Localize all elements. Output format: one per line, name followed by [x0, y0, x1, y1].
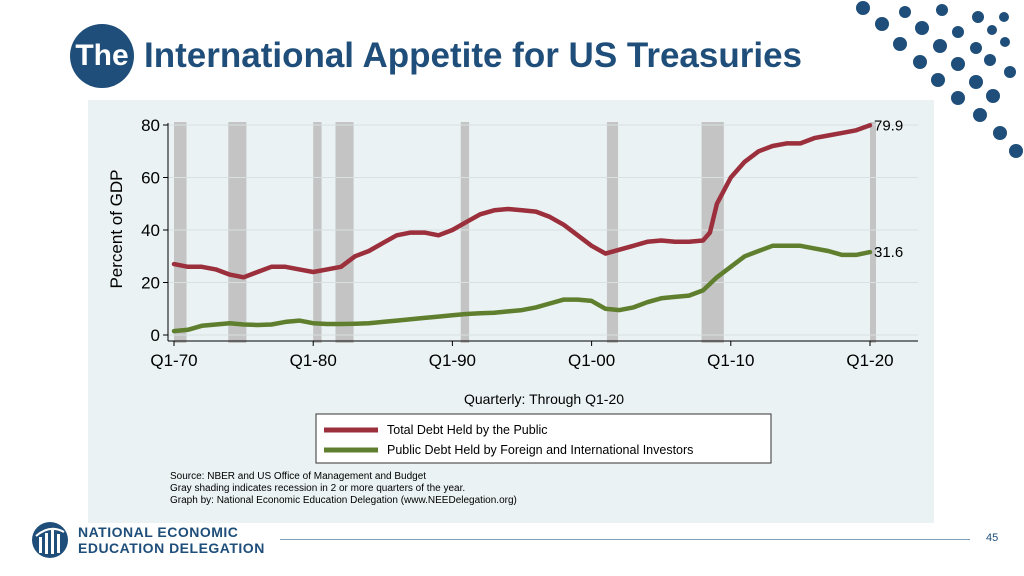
y-ticks: 0 20 40 60 80	[141, 116, 168, 345]
debt-chart: 0 20 40 60 80 Q1-70 Q1-80 Q1-90 Q1-00 Q1-10 Q1-20…	[107, 116, 918, 506]
globe-icon	[32, 522, 68, 558]
legend-label-foreign: Public Debt Held by Foreign and Internat…	[387, 443, 693, 457]
chart-panel: 0 20 40 60 80 Q1-70 Q1-80 Q1-90 Q1-00 Q1-10 Q1-20…	[88, 100, 934, 523]
y-axis-label: Percent of GDP	[107, 169, 126, 288]
note-shading: Gray shading indicates recession in 2 or…	[170, 483, 465, 494]
footer-logo: NATIONAL ECONOMIC EDUCATION DELEGATION	[30, 520, 265, 560]
x-tick-label-1970: Q1-70	[150, 351, 197, 370]
x-tick-label-1990: Q1-90	[429, 351, 476, 370]
series-line-1	[171, 243, 873, 334]
x-axis-label: Quarterly: Through Q1-20	[464, 391, 624, 407]
footer-divider	[280, 539, 970, 540]
title-text: International Appetite for US Treasuries	[144, 36, 803, 75]
series-end-label-0: 79.9	[874, 117, 903, 134]
y-tick-label-80: 80	[141, 116, 160, 135]
series-lines	[171, 123, 873, 334]
series-line-0	[171, 123, 873, 280]
note-graph-by: Graph by: National Economic Education De…	[170, 495, 517, 506]
y-tick-label-40: 40	[141, 221, 160, 240]
y-tick-label-20: 20	[141, 274, 160, 293]
x-tick-label-2010: Q1-10	[707, 351, 754, 370]
legend: Total Debt Held by the Public Public Deb…	[315, 413, 772, 464]
recession-band-4	[460, 122, 470, 343]
recession-band-5	[606, 122, 619, 343]
end-labels: 79.9 31.6	[874, 117, 903, 261]
org-name-line1: NATIONAL ECONOMIC	[78, 524, 239, 540]
y-tick-label-0: 0	[151, 326, 160, 345]
series-end-label-1: 31.6	[874, 244, 903, 261]
recession-band-2	[313, 122, 322, 343]
note-source: Source: NBER and US Office of Management…	[170, 471, 426, 482]
title-prefix-badge: The	[70, 24, 134, 88]
x-tick-label-2020: Q1-20	[846, 351, 893, 370]
axes	[167, 123, 918, 342]
y-tick-label-60: 60	[141, 169, 160, 188]
org-name: NATIONAL ECONOMIC EDUCATION DELEGATION	[78, 524, 265, 556]
page-number: 45	[986, 532, 999, 544]
recession-band-7	[870, 122, 876, 343]
x-tick-label-2000: Q1-00	[568, 351, 615, 370]
decorative-dots-icon	[856, 1, 1023, 158]
legend-label-total: Total Debt Held by the Public	[387, 423, 548, 437]
x-tick-label-1980: Q1-80	[290, 351, 337, 370]
gridlines	[168, 124, 918, 336]
title-prefix: The	[75, 39, 129, 72]
x-ticks: Q1-70 Q1-80 Q1-90 Q1-00 Q1-10 Q1-20	[150, 341, 894, 370]
slide-title: The International Appetite for US Treasu…	[70, 24, 802, 88]
org-name-line2: EDUCATION DELEGATION	[78, 540, 265, 556]
